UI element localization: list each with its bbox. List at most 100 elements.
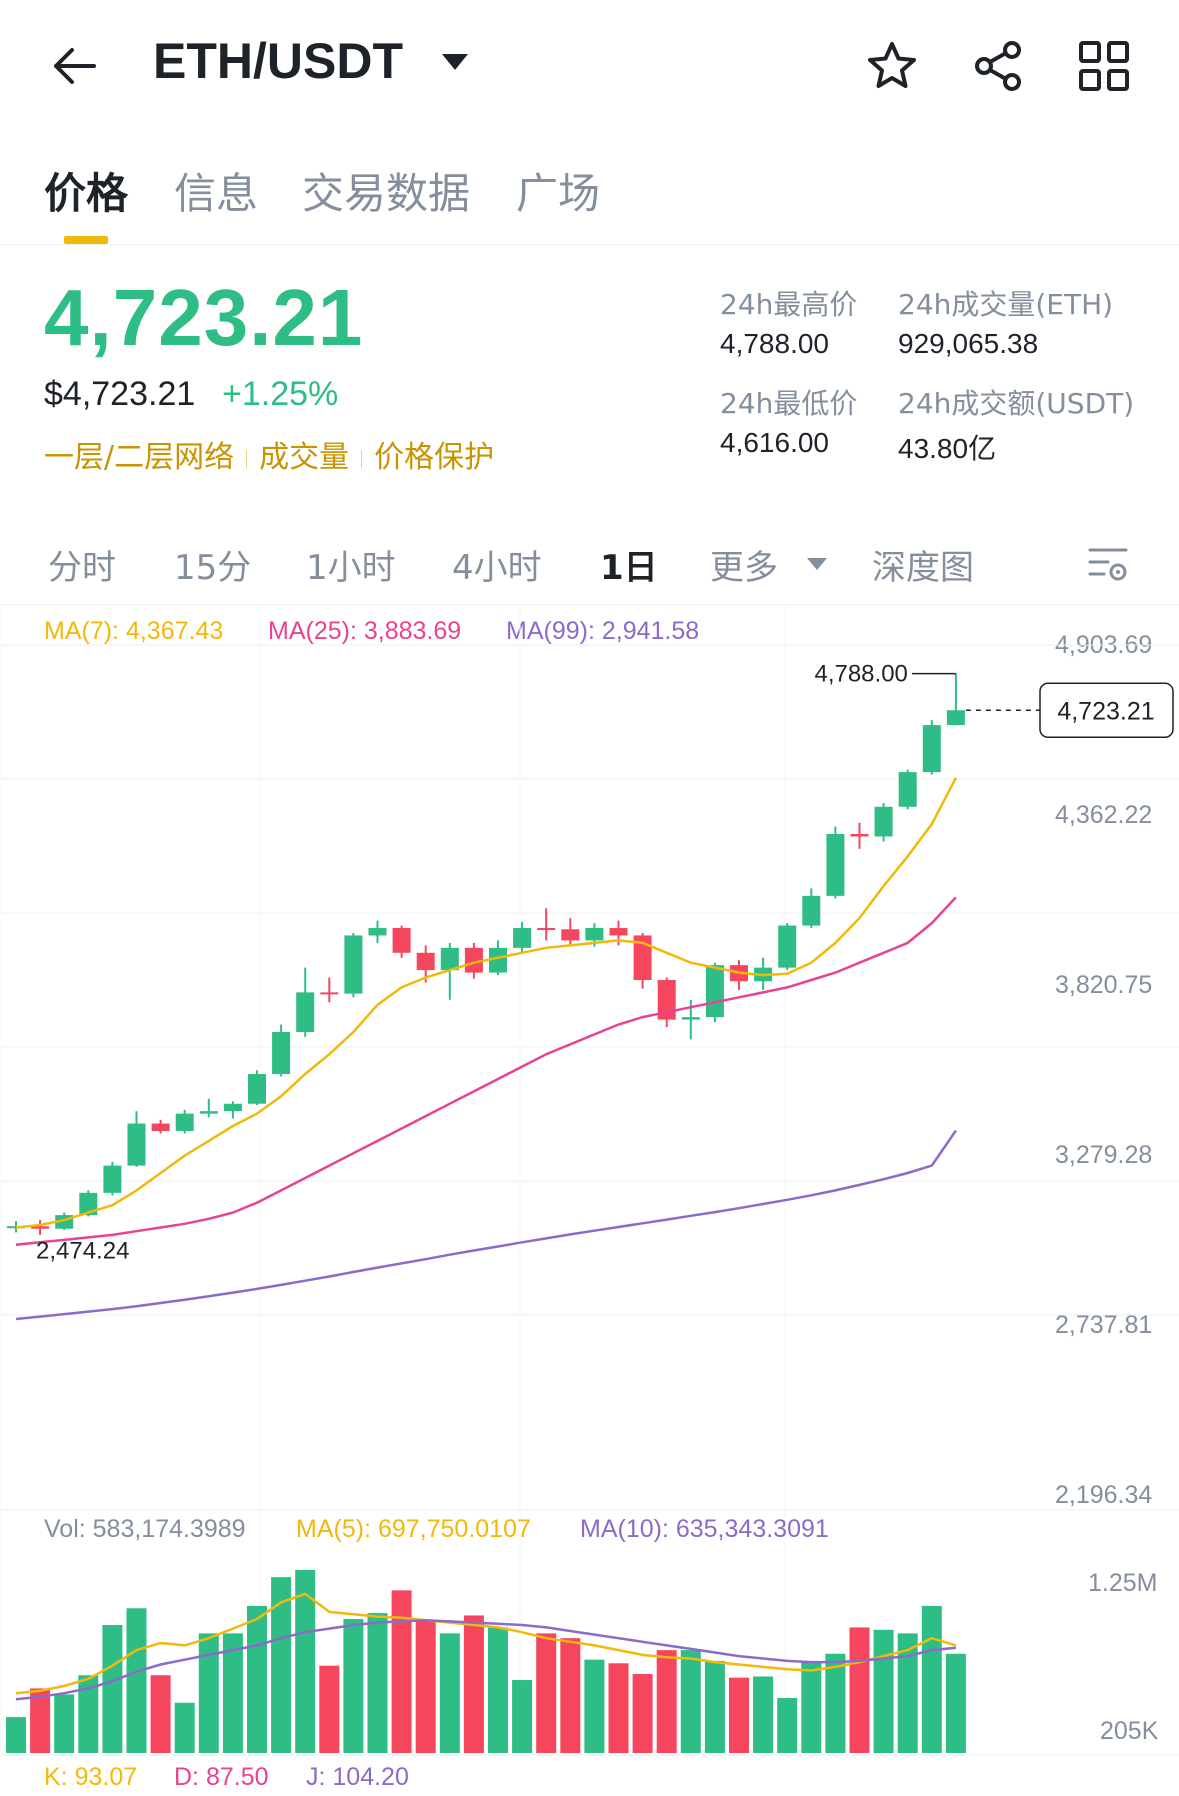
candle-body: [609, 928, 628, 936]
candle-body: [657, 980, 676, 1020]
volume-bar: [608, 1663, 629, 1753]
low-label: 24h最低价: [720, 387, 858, 420]
volume-bar: [6, 1717, 26, 1753]
interval-1h[interactable]: 1小时: [306, 548, 396, 588]
candle-body: [79, 1192, 98, 1216]
volume-bar: [873, 1629, 894, 1753]
tab-trading-data[interactable]: 交易数据: [302, 169, 471, 218]
volume-bar: [801, 1662, 822, 1753]
tab-info[interactable]: 信息: [174, 169, 259, 218]
volume-ma5-label: MA(5): 697,750.0107: [296, 1515, 531, 1543]
tag-price-protection[interactable]: 价格保护: [374, 440, 495, 475]
candle-body: [199, 1111, 218, 1114]
volume-bar: [463, 1615, 484, 1753]
volume-bar: [560, 1638, 581, 1753]
y-tick: 3,820.75: [1055, 971, 1153, 999]
trading-pair-title[interactable]: ETH/USDT: [153, 33, 403, 89]
usd-price: $4,723.21: [44, 375, 196, 413]
ma7-line: [15, 777, 958, 1229]
volume-bar: [680, 1650, 701, 1753]
interval-15m[interactable]: 15分: [174, 548, 252, 588]
ma99-label: MA(99): 2,941.58: [506, 617, 700, 645]
candle-body: [513, 928, 532, 948]
high-value: 4,788.00: [720, 328, 829, 359]
price-change: +1.25%: [222, 375, 339, 413]
tab-square[interactable]: 广场: [516, 169, 601, 218]
volume-bar: [632, 1674, 653, 1753]
volume-bar: [584, 1659, 605, 1753]
last-price: 4,723.21: [44, 273, 364, 362]
chart-settings-icon[interactable]: [1086, 542, 1130, 586]
volume-bar: [704, 1660, 725, 1753]
candle-body: [464, 947, 483, 973]
interval-4h[interactable]: 4小时: [452, 548, 542, 588]
volume-bar: [849, 1627, 870, 1753]
kdj-j-label: J: 104.20: [306, 1763, 409, 1791]
candle-body: [898, 772, 917, 807]
candle-body: [368, 928, 387, 936]
volume-bar: [222, 1633, 243, 1753]
share-icon[interactable]: [970, 38, 1026, 94]
volume-bar: [78, 1675, 99, 1753]
kline-chart[interactable]: MA(7): 4,367.43 MA(25): 3,883.69 MA(99):…: [0, 605, 1179, 1796]
token-tags: 一层/二层网络 成交量 价格保护: [44, 432, 494, 476]
volume-bar: [945, 1653, 966, 1753]
candle-body: [802, 895, 821, 926]
volume-bar: [391, 1590, 412, 1753]
volume-bar: [319, 1665, 340, 1753]
volume-ma10-label: MA(10): 635,343.3091: [580, 1515, 829, 1543]
y-tick: 4,362.22: [1055, 801, 1153, 829]
candle-body: [296, 992, 315, 1032]
tag-volume[interactable]: 成交量: [259, 440, 350, 475]
candlestick-plot[interactable]: 4,788.00 2,474.24 4,723.21: [0, 605, 1179, 1796]
volume-bar: [343, 1619, 364, 1753]
y-tick: 3,279.28: [1055, 1141, 1153, 1169]
volume-bar: [54, 1694, 75, 1753]
ma25-label: MA(25): 3,883.69: [268, 617, 462, 645]
volume-value: 929,065.38: [898, 328, 1039, 359]
volume-ma10-line: [15, 1618, 957, 1701]
candle-body: [585, 928, 604, 941]
caret-down-icon[interactable]: [440, 52, 470, 72]
ma7-label: MA(7): 4,367.43: [44, 617, 224, 645]
volume-bar: [777, 1697, 798, 1753]
star-icon[interactable]: [864, 38, 920, 94]
y-tick: 2,737.81: [1055, 1311, 1153, 1339]
candle-body: [320, 992, 339, 995]
candle-body: [633, 935, 652, 981]
volume-bar: [150, 1675, 171, 1753]
grid-menu-icon[interactable]: [1076, 38, 1132, 94]
interval-bar: 分时 15分 1小时 4小时 1日 更多 深度图: [0, 530, 1179, 605]
volume-bar: [753, 1676, 774, 1753]
volume-bar: [439, 1633, 460, 1753]
tab-price[interactable]: 价格: [44, 169, 129, 218]
tag-l1-l2[interactable]: 一层/二层网络: [44, 440, 235, 475]
interval-depth[interactable]: 深度图: [872, 548, 974, 588]
candle-body: [826, 833, 845, 896]
candle-body: [850, 833, 869, 837]
candle-body: [922, 725, 941, 773]
candle-body: [151, 1123, 170, 1131]
volume-bar: [921, 1605, 942, 1753]
candle-body: [946, 710, 965, 726]
ma99-line: [15, 1129, 957, 1321]
back-arrow-icon[interactable]: [48, 40, 100, 92]
interval-time[interactable]: 分时: [48, 548, 116, 588]
more-caret-icon[interactable]: [806, 556, 828, 572]
candle-body: [31, 1226, 50, 1229]
candle-body: [248, 1074, 266, 1104]
volume-bar: [897, 1633, 918, 1753]
high-label: 24h最高价: [720, 288, 858, 321]
volume-bar: [174, 1702, 195, 1753]
last-price-box: [1039, 682, 1174, 739]
kdj-d-label: D: 87.50: [174, 1763, 269, 1791]
candle-body: [272, 1031, 291, 1075]
volume-bar: [415, 1621, 436, 1753]
volume-ma5-line: [15, 1592, 957, 1695]
active-tab-indicator: [64, 236, 108, 244]
volume-bar: [198, 1633, 219, 1753]
low-value: 4,616.00: [720, 427, 829, 458]
interval-more[interactable]: 更多: [710, 548, 778, 588]
candle-body: [103, 1165, 122, 1193]
interval-1d[interactable]: 1日: [600, 548, 658, 588]
